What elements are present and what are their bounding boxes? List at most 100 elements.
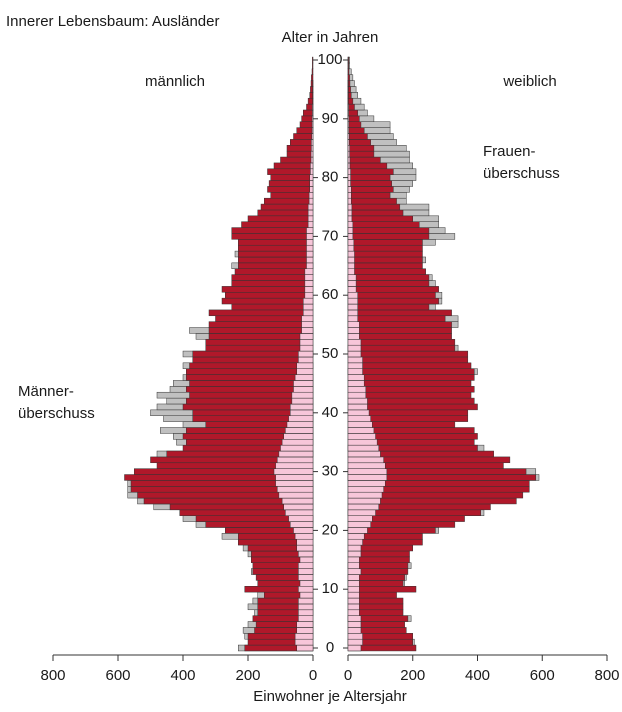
- inner-bar: [305, 281, 313, 287]
- bar: [242, 222, 314, 228]
- bar: [235, 269, 313, 275]
- inner-bar: [348, 610, 359, 616]
- bar: [348, 286, 439, 292]
- inner-bar: [281, 445, 314, 451]
- inner-bar: [290, 404, 313, 410]
- inner-bar: [348, 116, 349, 122]
- inner-bar: [310, 169, 313, 175]
- inner-bar: [297, 369, 313, 375]
- bar: [294, 134, 314, 140]
- inner-bar: [348, 469, 387, 475]
- inner-bar: [348, 586, 359, 592]
- inner-bar: [348, 451, 380, 457]
- inner-bar: [348, 134, 349, 140]
- inner-bar: [348, 404, 367, 410]
- inner-bar: [282, 498, 313, 504]
- inner-bar: [348, 539, 363, 545]
- inner-bar: [307, 228, 314, 234]
- x-tick-label: 800: [594, 667, 619, 684]
- inner-bar: [348, 551, 361, 557]
- bar: [348, 310, 452, 316]
- inner-bar: [348, 175, 351, 181]
- bar: [193, 357, 313, 363]
- inner-bar: [297, 622, 313, 628]
- inner-bar: [348, 416, 371, 422]
- bar: [348, 386, 474, 392]
- bar: [290, 139, 313, 145]
- bar: [186, 369, 313, 375]
- inner-bar: [300, 580, 313, 586]
- inner-bar: [348, 333, 359, 339]
- inner-bar: [300, 339, 313, 345]
- y-tick-label: 90: [322, 110, 339, 127]
- bar: [238, 263, 313, 269]
- bar: [238, 251, 313, 257]
- inner-bar: [292, 392, 313, 398]
- bar: [348, 251, 422, 257]
- inner-bar: [312, 110, 313, 116]
- bar: [238, 245, 313, 251]
- bar: [186, 375, 313, 381]
- annotation: überschuss: [18, 405, 95, 422]
- inner-bar: [348, 357, 363, 363]
- inner-bar: [348, 169, 351, 175]
- y-tick-label: 60: [322, 286, 339, 303]
- inner-bar: [348, 510, 376, 516]
- inner-bar: [348, 645, 361, 651]
- inner-bar: [300, 345, 313, 351]
- inner-bar: [285, 428, 313, 434]
- inner-bar: [348, 527, 367, 533]
- inner-bar: [348, 198, 351, 204]
- y-axis-label: Alter in Jahren: [282, 29, 379, 46]
- inner-bar: [292, 398, 313, 404]
- inner-bar: [289, 516, 313, 522]
- bar: [348, 110, 358, 116]
- bar: [348, 134, 367, 140]
- bar: [232, 281, 313, 287]
- bar: [348, 63, 349, 69]
- bar: [264, 198, 313, 204]
- inner-bar: [348, 457, 384, 463]
- inner-bar: [348, 533, 364, 539]
- inner-bar: [348, 345, 361, 351]
- bar: [348, 204, 400, 210]
- inner-bar: [348, 633, 363, 639]
- inner-bar: [348, 245, 354, 251]
- inner-bar: [348, 392, 366, 398]
- bar: [209, 328, 313, 334]
- bar: [206, 339, 313, 345]
- inner-bar: [348, 210, 352, 216]
- bar: [348, 169, 393, 175]
- y-tick-label: 70: [322, 227, 339, 244]
- bar: [206, 345, 313, 351]
- inner-bar: [348, 192, 351, 198]
- inner-bar: [311, 139, 313, 145]
- x-tick-label: 400: [170, 667, 195, 684]
- bar: [268, 186, 314, 192]
- inner-bar: [305, 286, 313, 292]
- bar: [222, 286, 313, 292]
- inner-bar: [302, 316, 313, 322]
- inner-bar: [348, 622, 361, 628]
- inner-bar: [348, 322, 359, 328]
- inner-bar: [348, 569, 361, 575]
- inner-bar: [302, 328, 313, 334]
- inner-bar: [348, 181, 351, 187]
- bar: [348, 210, 403, 216]
- bar: [348, 98, 353, 104]
- bar: [216, 316, 314, 322]
- inner-bar: [290, 410, 313, 416]
- inner-bar: [348, 363, 363, 369]
- inner-bar: [309, 192, 313, 198]
- bar: [348, 181, 392, 187]
- bar: [348, 345, 455, 351]
- inner-bar: [348, 398, 367, 404]
- bar: [348, 351, 468, 357]
- inner-bar: [284, 433, 313, 439]
- inner-bar: [295, 533, 313, 539]
- inner-bar: [300, 333, 313, 339]
- side-label: weiblich: [502, 73, 556, 90]
- inner-bar: [311, 145, 313, 151]
- y-tick-label: 50: [322, 345, 339, 362]
- inner-bar: [312, 128, 313, 134]
